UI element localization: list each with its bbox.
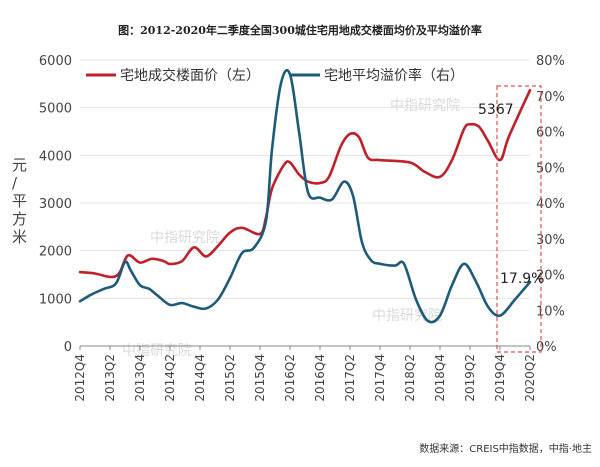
x-tick-label: 2016Q4 [313, 354, 327, 402]
x-tick-label: 2019Q4 [493, 354, 507, 402]
annotation-price: 5367 [478, 102, 514, 118]
x-tick-label: 2014Q4 [193, 354, 207, 402]
x-tick-label: 2012Q4 [73, 354, 87, 402]
y-tick-left: 0 [64, 340, 72, 355]
x-tick-label: 2020Q2 [523, 354, 537, 402]
x-axis: 2012Q4 2013Q2 2013Q4 2014Q2 2014Q4 2015Q2 2015… [73, 346, 537, 402]
x-tick-label: 2015Q2 [223, 354, 237, 402]
y-tick-right: 20% [536, 269, 565, 284]
highlight-box [496, 85, 542, 353]
y-tick-left: 1000 [39, 292, 72, 307]
x-tick-label: 2018Q2 [403, 354, 417, 402]
y-tick-left: 3000 [39, 197, 72, 212]
legend: 宅地成交楼面价（左） 宅地平均溢价率（右） [86, 67, 464, 84]
y-tick-right: 30% [536, 233, 565, 248]
x-tick-label: 2018Q4 [433, 354, 447, 402]
watermark: 中指研究院 [390, 98, 460, 114]
y-axis-left-label: 元/平方米 [12, 156, 27, 246]
series-line-price [78, 88, 532, 279]
y-tick-left: 6000 [39, 54, 72, 69]
y-tick-left: 4000 [39, 149, 72, 164]
x-tick-label: 2017Q2 [343, 354, 357, 402]
x-tick-label: 2019Q2 [463, 354, 477, 402]
y-tick-left: 2000 [39, 245, 72, 260]
y-tick-right: 70% [536, 90, 565, 105]
grid-lines [80, 59, 530, 347]
watermark: 中指研究院 [372, 308, 442, 324]
chart-title: 图：2012-2020年二季度全国300城住宅用地成交楼面均价及平均溢价率 [118, 23, 482, 37]
annotation-premium: 17.9% [500, 271, 544, 287]
y-axis-right: 0% 10% 20% 30% 40% 50% 60% 70% 80% [536, 54, 565, 355]
y-tick-right: 80% [536, 54, 565, 69]
x-tick-label: 2016Q2 [283, 354, 297, 402]
source-note: 数据来源：CREIS中指数据，中指·地主 [419, 442, 592, 455]
x-tick-label: 2017Q4 [373, 354, 387, 402]
y-tick-right: 0% [536, 340, 557, 355]
y-tick-right: 40% [536, 197, 565, 212]
y-tick-right: 10% [536, 304, 565, 319]
series-layer [78, 69, 532, 324]
y-axis-label: 元/平方米 [12, 156, 27, 246]
y-tick-right: 50% [536, 161, 565, 176]
x-tick-label: 2014Q2 [163, 354, 177, 402]
x-tick-label: 2015Q4 [253, 354, 267, 402]
series-line-premium [78, 69, 532, 324]
x-tick-label: 2013Q4 [133, 354, 147, 402]
watermark: 中指研究院 [150, 230, 220, 246]
y-axis-left: 0 1000 2000 3000 4000 5000 6000 [39, 54, 72, 355]
y-tick-left: 5000 [39, 102, 72, 117]
x-tick-label: 2013Q2 [103, 354, 117, 402]
legend-label-price: 宅地成交楼面价（左） [120, 67, 260, 84]
legend-label-premium: 宅地平均溢价率（右） [324, 67, 464, 84]
y-tick-right: 60% [536, 126, 565, 141]
